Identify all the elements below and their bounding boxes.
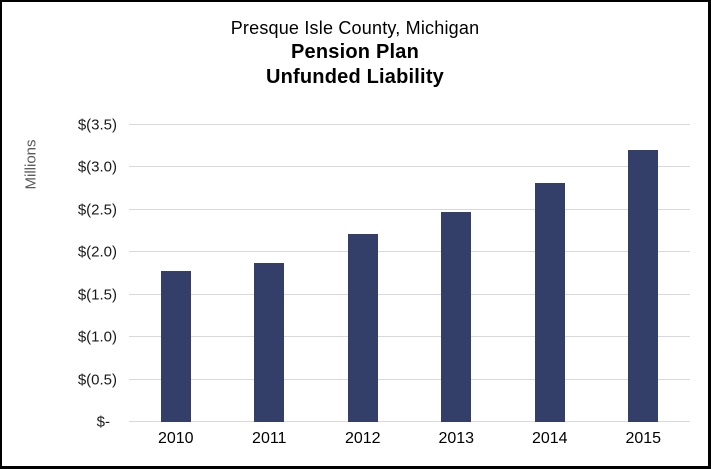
y-tick-label: $(0.5) — [77, 371, 117, 389]
bar-column-2011 — [223, 125, 317, 422]
bar-2015 — [628, 149, 659, 422]
gridline — [129, 124, 690, 125]
gridline — [129, 421, 690, 422]
x-axis-labels: 2010 2011 2012 2013 2014 2015 — [129, 430, 690, 448]
x-tick-label-2013: 2013 — [438, 430, 475, 447]
y-tick-label: $(2.0) — [77, 243, 117, 261]
chart-title-line-2: Unfunded Liability — [265, 65, 445, 88]
bar-2011 — [254, 263, 285, 422]
x-tick-label-2010: 2010 — [157, 430, 194, 447]
x-tick-label-2015: 2015 — [625, 430, 662, 447]
y-tick-label: $(3.0) — [77, 158, 117, 176]
gridline — [129, 166, 690, 168]
gridline — [129, 336, 690, 338]
x-tick-label-2014: 2014 — [531, 430, 568, 447]
gridline — [129, 378, 690, 380]
gridline — [129, 251, 690, 253]
y-tick-label: $(1.5) — [77, 286, 117, 304]
bar-column-2012 — [316, 125, 410, 422]
bar-column-2015 — [597, 125, 691, 422]
bar-2012 — [347, 233, 378, 422]
y-axis-tick-labels: $- $(0.5) $(1.0) $(1.5) $(2.0) $(2.5) $(3.0) $(… — [2, 117, 117, 431]
y-tick-label: $(3.5) — [77, 116, 117, 134]
bar-column-2014 — [503, 125, 597, 422]
bar-column-2013 — [410, 125, 504, 422]
plot-area — [129, 124, 690, 422]
chart-subtitle: Presque Isle County, Michigan — [230, 18, 480, 38]
y-tick-label: $(2.5) — [77, 201, 117, 219]
bar-2013 — [441, 211, 472, 422]
y-tick-label: $(1.0) — [77, 328, 117, 346]
bar-2010 — [160, 270, 191, 422]
gridline — [129, 208, 690, 210]
x-tick-label-2011: 2011 — [252, 430, 287, 447]
bar-2014 — [534, 182, 565, 422]
chart-title-block: Presque Isle County, Michigan Pension Pl… — [2, 16, 708, 89]
chart-title-line-1: Pension Plan — [291, 41, 419, 64]
x-tick-label-2012: 2012 — [344, 430, 381, 447]
bar-series — [129, 125, 690, 422]
bar-column-2010 — [129, 125, 223, 422]
gridline — [129, 293, 690, 295]
y-tick-label: $- — [96, 413, 110, 431]
